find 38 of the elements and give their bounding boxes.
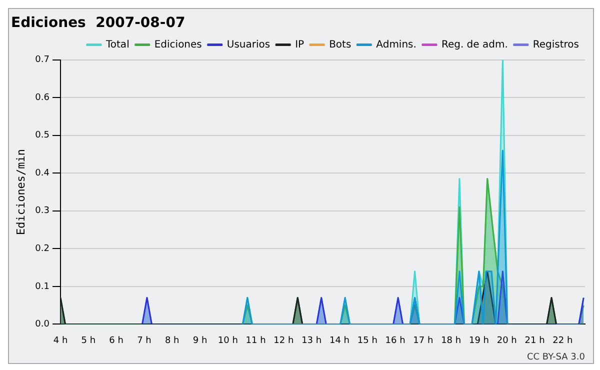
y-tick-label: 0.0: [35, 320, 50, 330]
y-tick-label: 0.3: [35, 206, 50, 216]
legend-label: Bots: [329, 39, 352, 50]
y-tick-label: 0.6: [35, 92, 50, 103]
legend-label: IP: [295, 39, 304, 50]
y-tick-label: 0.1: [35, 282, 50, 292]
y-tick-label: 0.7: [35, 55, 50, 66]
x-tick-label: 9 h: [192, 336, 208, 346]
x-tick-label: 22 h: [552, 336, 573, 346]
x-tick-label: 19 h: [468, 336, 489, 346]
y-axis-title: Ediciones/min: [14, 148, 28, 236]
legend-label: Reg. de adm.: [441, 39, 508, 50]
y-tick-label: 0.2: [35, 244, 50, 254]
chart-title: Ediciones 2007-08-07: [11, 15, 186, 32]
x-tick-label: 18 h: [441, 336, 462, 346]
x-tick-label: 5 h: [81, 336, 96, 346]
x-tick-label: 15 h: [357, 336, 378, 346]
y-tick-label: 0.5: [35, 130, 50, 141]
text: CC BY-SA 3.0: [527, 352, 586, 362]
legend-label: Registros: [532, 39, 580, 50]
x-tick-label: 16 h: [385, 336, 406, 346]
x-tick-label: 12 h: [274, 336, 294, 346]
x-tick-label: 8 h: [164, 336, 180, 346]
x-tick-label: 17 h: [413, 336, 434, 346]
legend-label: Usuarios: [226, 39, 270, 50]
x-tick-label: 21 h: [524, 336, 545, 346]
x-tick-label: 6 h: [109, 336, 124, 346]
x-tick-label: 20 h: [496, 336, 517, 346]
x-tick-label: 7 h: [137, 336, 152, 346]
x-tick-label: 14 h: [329, 336, 350, 346]
legend-label: Admins.: [376, 39, 416, 50]
x-tick-label: 13 h: [302, 336, 322, 346]
x-tick-label: 10 h: [218, 336, 238, 346]
legend-label: Ediciones: [154, 39, 202, 50]
x-tick-label: 4 h: [53, 336, 68, 346]
x-tick-label: 11 h: [246, 336, 266, 346]
y-tick-label: 0.4: [35, 168, 50, 178]
legend-label: Total: [104, 39, 130, 50]
